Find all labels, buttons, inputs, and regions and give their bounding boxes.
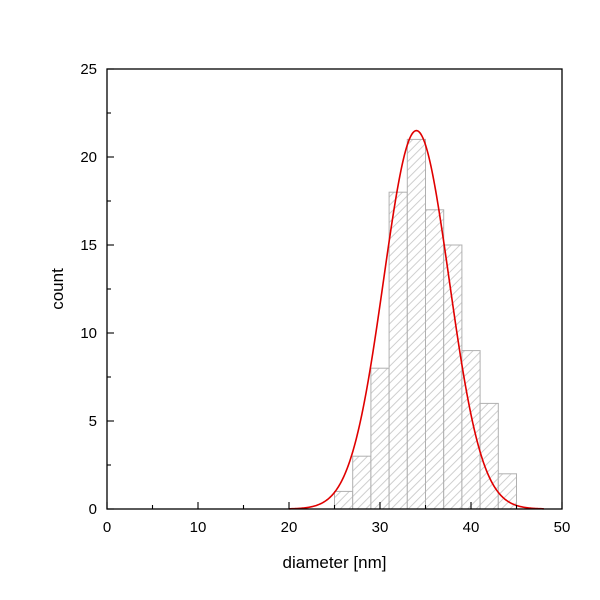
y-tick-label: 5 bbox=[89, 413, 97, 430]
x-tick-label: 10 bbox=[190, 519, 207, 536]
y-axis-title: count bbox=[48, 268, 67, 310]
histogram-bar bbox=[425, 209, 445, 510]
x-tick-label: 40 bbox=[463, 519, 480, 536]
x-tick-label: 50 bbox=[554, 519, 571, 536]
x-tick-label: 30 bbox=[372, 519, 389, 536]
x-tick-label: 20 bbox=[281, 519, 298, 536]
histogram-bar bbox=[461, 350, 481, 510]
y-tick-label: 10 bbox=[80, 325, 97, 342]
histogram-bar bbox=[334, 490, 354, 510]
y-tick-label: 15 bbox=[80, 237, 97, 254]
histogram-bar bbox=[406, 138, 426, 510]
histogram-bar bbox=[388, 191, 408, 510]
histogram-bars bbox=[334, 138, 517, 510]
gaussian-fit-curve bbox=[288, 129, 544, 510]
histogram-bar bbox=[479, 402, 499, 510]
histogram-bar bbox=[370, 367, 390, 510]
y-axis-ticks: 0 5 10 15 20 25 bbox=[80, 61, 114, 518]
x-axis-title: diameter [nm] bbox=[283, 553, 387, 572]
y-tick-label: 20 bbox=[80, 149, 97, 166]
y-tick-label: 0 bbox=[89, 501, 97, 518]
x-tick-label: 0 bbox=[103, 519, 111, 536]
histogram-bar bbox=[352, 455, 372, 510]
x-axis-ticks: 0 10 20 30 40 50 bbox=[103, 502, 571, 536]
y-tick-label: 25 bbox=[80, 61, 97, 78]
histogram-bar bbox=[443, 244, 463, 510]
